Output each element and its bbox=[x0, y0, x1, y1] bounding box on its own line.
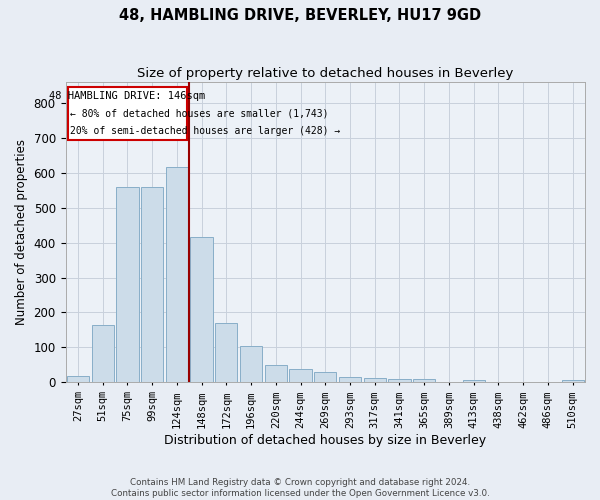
Bar bbox=[141, 186, 163, 382]
Bar bbox=[289, 369, 311, 382]
Bar bbox=[240, 346, 262, 383]
Title: Size of property relative to detached houses in Beverley: Size of property relative to detached ho… bbox=[137, 68, 514, 80]
Bar bbox=[67, 376, 89, 382]
Bar bbox=[314, 372, 337, 382]
Bar bbox=[215, 323, 238, 382]
Text: 48 HAMBLING DRIVE: 146sqm: 48 HAMBLING DRIVE: 146sqm bbox=[49, 90, 205, 101]
Bar bbox=[463, 380, 485, 382]
Bar bbox=[562, 380, 584, 382]
Bar bbox=[265, 365, 287, 382]
Text: 20% of semi-detached houses are larger (428) →: 20% of semi-detached houses are larger (… bbox=[70, 126, 340, 136]
Y-axis label: Number of detached properties: Number of detached properties bbox=[15, 139, 28, 325]
Bar bbox=[166, 168, 188, 382]
Text: Contains HM Land Registry data © Crown copyright and database right 2024.
Contai: Contains HM Land Registry data © Crown c… bbox=[110, 478, 490, 498]
Text: 48, HAMBLING DRIVE, BEVERLEY, HU17 9GD: 48, HAMBLING DRIVE, BEVERLEY, HU17 9GD bbox=[119, 8, 481, 22]
Bar bbox=[388, 379, 410, 382]
Bar bbox=[364, 378, 386, 382]
Bar bbox=[116, 186, 139, 382]
X-axis label: Distribution of detached houses by size in Beverley: Distribution of detached houses by size … bbox=[164, 434, 487, 448]
Bar bbox=[190, 238, 213, 382]
Bar bbox=[413, 379, 436, 382]
FancyBboxPatch shape bbox=[68, 87, 187, 140]
Text: ← 80% of detached houses are smaller (1,743): ← 80% of detached houses are smaller (1,… bbox=[70, 108, 328, 118]
Bar bbox=[92, 324, 114, 382]
Bar bbox=[339, 377, 361, 382]
